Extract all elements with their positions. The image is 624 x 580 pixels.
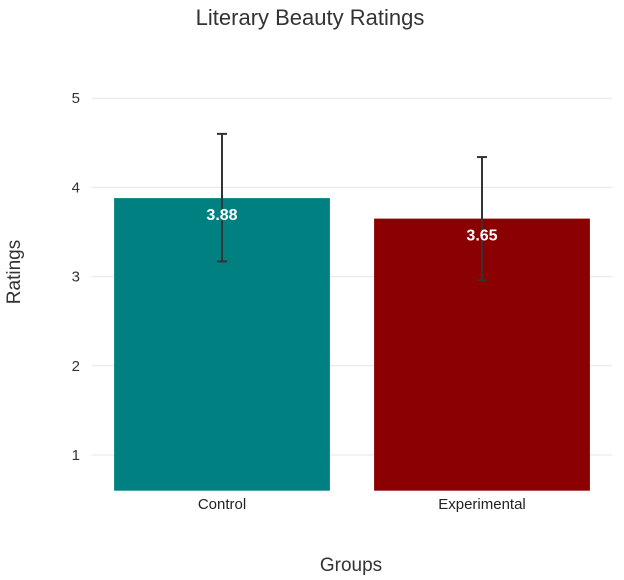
error-bar-experimental — [477, 156, 487, 282]
error-bars — [217, 132, 487, 282]
error-bar-control — [217, 132, 227, 263]
chart-title: Literary Beauty Ratings — [196, 5, 425, 30]
y-tick-label: 3 — [72, 269, 80, 286]
x-axis-title: Groups — [320, 555, 382, 576]
y-tick-label: 5 — [72, 90, 80, 107]
bars — [114, 198, 590, 491]
data-label: 3.88 — [206, 207, 237, 224]
y-tick-label: 1 — [72, 447, 80, 464]
x-tick-label: Control — [198, 496, 246, 513]
x-axis-ticks: Control Experimental — [198, 496, 526, 513]
y-tick-label: 2 — [72, 358, 80, 375]
x-tick-label: Experimental — [438, 496, 526, 513]
data-label: 3.65 — [466, 228, 497, 245]
y-tick-label: 4 — [72, 179, 80, 196]
y-axis-title: Ratings — [4, 240, 25, 304]
data-labels: 3.88 3.65 — [206, 207, 497, 245]
y-axis-ticks: 1 2 3 4 5 — [72, 90, 80, 464]
